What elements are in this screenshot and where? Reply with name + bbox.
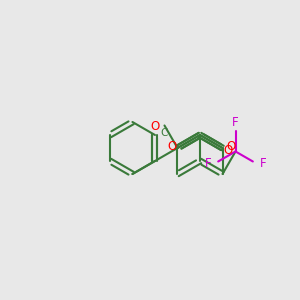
Text: F: F [260, 157, 266, 170]
Text: F: F [232, 116, 239, 129]
Text: O: O [223, 143, 232, 157]
Text: O: O [226, 140, 235, 154]
Text: F: F [205, 157, 211, 170]
Text: O: O [150, 119, 160, 133]
Text: O: O [168, 140, 177, 152]
Text: C: C [161, 128, 168, 139]
